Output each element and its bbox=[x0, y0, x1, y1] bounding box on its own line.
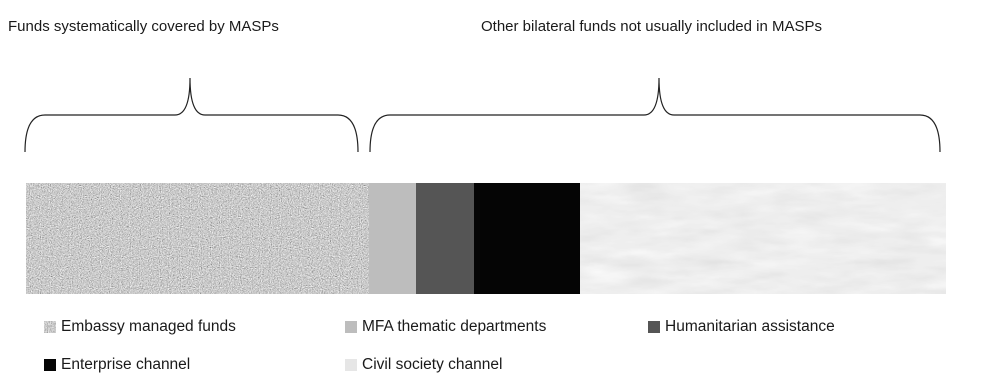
legend-humanitarian-label: Humanitarian assistance bbox=[665, 318, 835, 335]
legend-mfa-label: MFA thematic departments bbox=[362, 318, 547, 335]
legend-civil-label: Civil society channel bbox=[362, 356, 503, 373]
legend-enterprise: Enterprise channel bbox=[44, 356, 190, 374]
swatch-embassy-icon bbox=[44, 321, 56, 333]
swatch-mfa-icon bbox=[345, 321, 357, 333]
legend-civil: Civil society channel bbox=[345, 356, 502, 374]
header-other-funds: Other bilateral funds not usually includ… bbox=[481, 18, 823, 35]
segment-humanitarian bbox=[416, 183, 474, 294]
segment-mfa bbox=[369, 183, 416, 294]
segment-embassy bbox=[26, 183, 369, 294]
legend-embassy-label: Embassy managed funds bbox=[61, 318, 236, 335]
funds-bar bbox=[26, 183, 946, 294]
legend-enterprise-label: Enterprise channel bbox=[61, 356, 191, 373]
segment-civil bbox=[580, 183, 946, 294]
braces bbox=[24, 77, 941, 153]
swatch-civil-icon bbox=[345, 359, 357, 371]
header-covered-funds: Funds systematically covered by MASPs bbox=[8, 18, 279, 35]
brace-left bbox=[24, 77, 359, 153]
legend-mfa: MFA thematic departments bbox=[345, 318, 546, 336]
legend-humanitarian: Humanitarian assistance bbox=[648, 318, 835, 336]
swatch-enterprise-icon bbox=[44, 359, 56, 371]
brace-right bbox=[369, 77, 941, 153]
legend-embassy: Embassy managed funds bbox=[44, 318, 236, 336]
segment-enterprise bbox=[474, 183, 580, 294]
swatch-humanitarian-icon bbox=[648, 321, 660, 333]
